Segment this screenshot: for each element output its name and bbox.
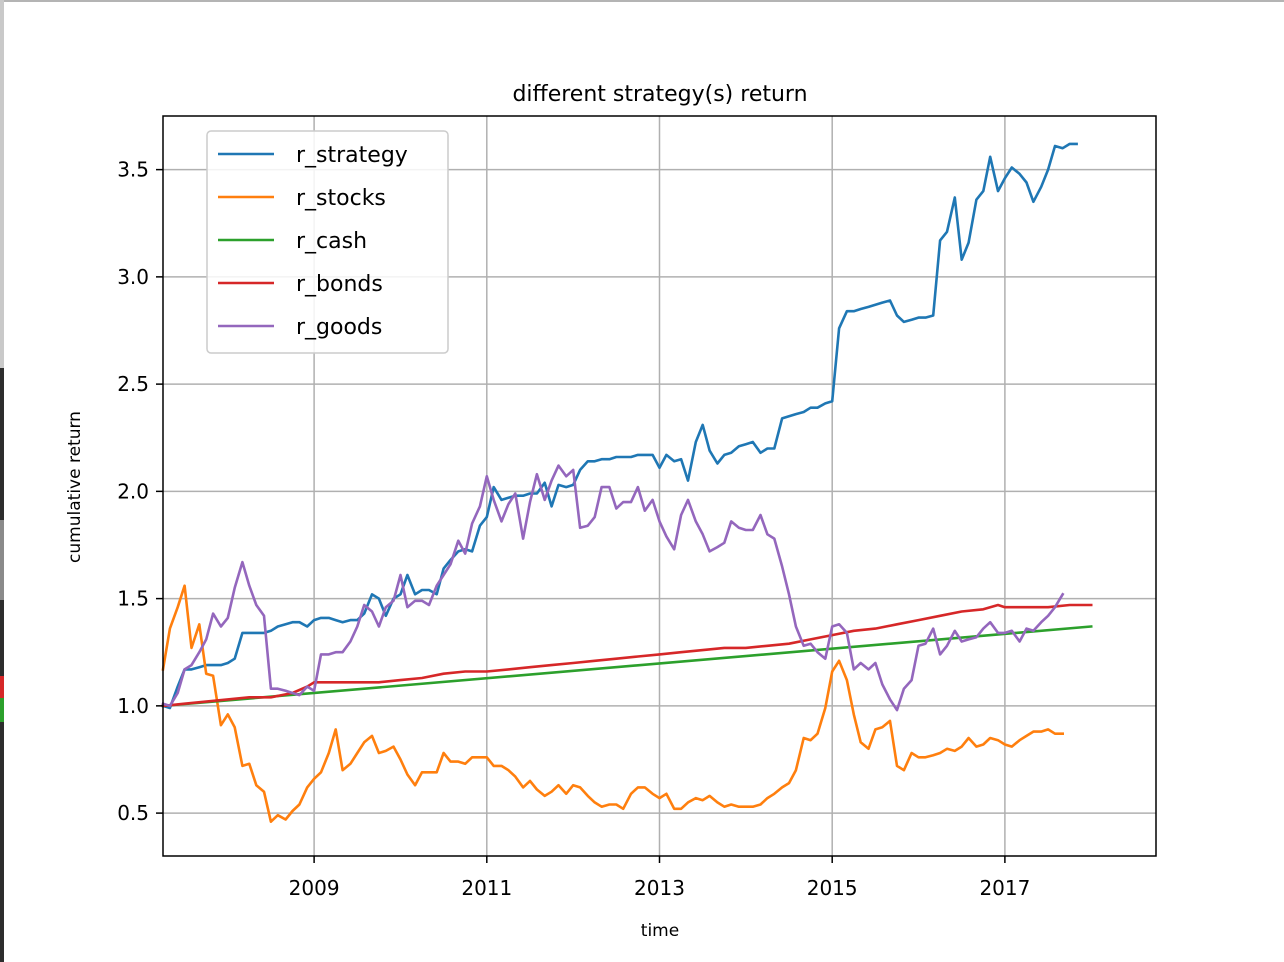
series-line-r-strategy — [161, 142, 1078, 710]
x-tick-label: 2017 — [979, 876, 1030, 900]
legend-label: r_bonds — [296, 272, 383, 297]
window-edge-mark — [0, 698, 4, 722]
x-tick-label: 2015 — [807, 876, 858, 900]
window-edge-top — [0, 0, 1284, 2]
y-axis-label: cumulative return — [65, 411, 85, 563]
axis-ticks: 2009 2011 2013 2015 2017 0.5 1.0 1.5 2.0 2.5 3.0 3.… — [117, 158, 1030, 900]
x-axis-label: time — [641, 921, 679, 941]
legend-label: r_strategy — [296, 143, 408, 168]
series-line-r-goods — [161, 464, 1065, 712]
series-line-r-bonds — [161, 603, 1093, 708]
legend-label: r_cash — [296, 229, 367, 254]
y-tick-label: 2.0 — [117, 479, 149, 503]
chart-title: different strategy(s) return — [512, 82, 807, 107]
y-tick-label: 1.0 — [117, 694, 149, 718]
y-tick-label: 3.0 — [117, 265, 149, 289]
grid — [163, 116, 1156, 856]
legend-label: r_stocks — [296, 186, 386, 211]
window-edge-mark — [0, 676, 4, 698]
x-tick-label: 2011 — [461, 876, 512, 900]
legend: r_strategy r_stocks r_cash r_bonds r_goods — [206, 130, 449, 354]
series-line-r-stocks — [161, 584, 1064, 824]
legend-label: r_goods — [296, 315, 382, 340]
x-tick-label: 2009 — [289, 876, 340, 900]
y-tick-label: 3.5 — [117, 158, 149, 182]
legend-box — [206, 130, 449, 354]
window-edge-background — [0, 368, 4, 962]
y-tick-label: 0.5 — [117, 801, 149, 825]
series-lines — [161, 142, 1093, 824]
y-tick-label: 1.5 — [117, 587, 149, 611]
y-tick-label: 2.5 — [117, 372, 149, 396]
x-tick-label: 2013 — [634, 876, 685, 900]
window-edge-mark — [0, 520, 4, 600]
